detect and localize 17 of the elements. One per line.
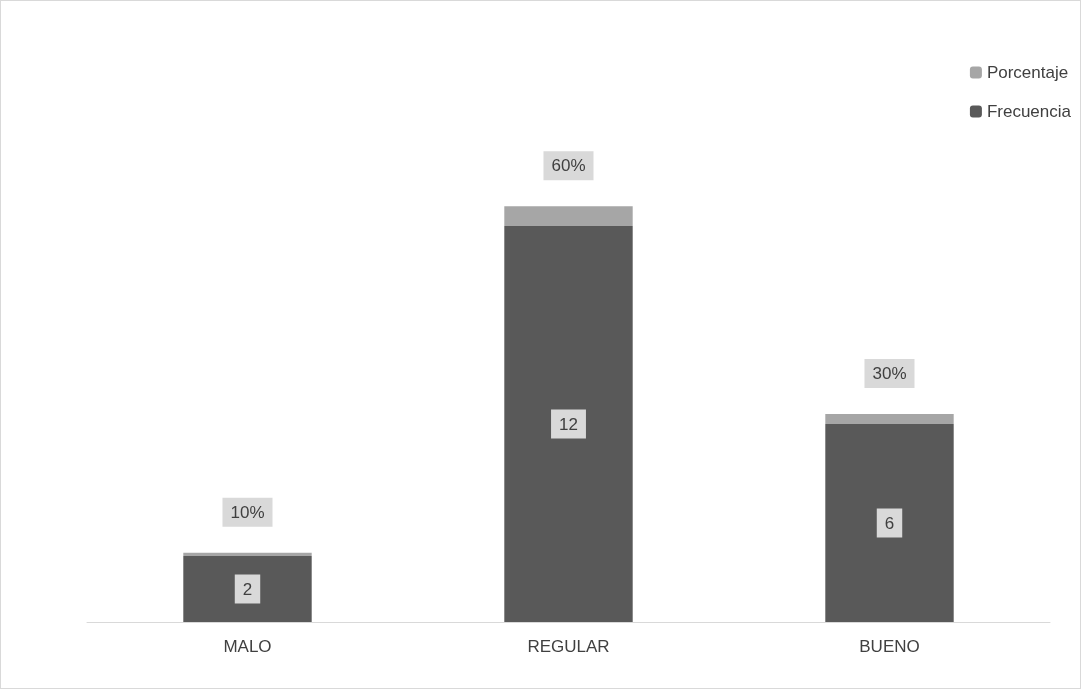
data-label: 10% [230,502,265,522]
bar [183,552,312,556]
bar [825,424,954,622]
data-label: 12 [559,414,578,434]
x-tick-label: REGULAR [527,637,610,656]
data-label: 2 [242,579,253,599]
bar [825,414,954,424]
bar [183,556,312,622]
bar [504,226,633,622]
data-label: 60% [551,156,586,176]
data-label: 30% [872,364,907,384]
x-tick-label: BUENO [859,637,920,656]
legend-label: Porcentaje [986,63,1069,82]
data-label: 6 [884,513,895,533]
legend-label: Frecuencia [986,102,1072,121]
x-tick-label: MALO [223,637,272,656]
bar [504,206,633,226]
